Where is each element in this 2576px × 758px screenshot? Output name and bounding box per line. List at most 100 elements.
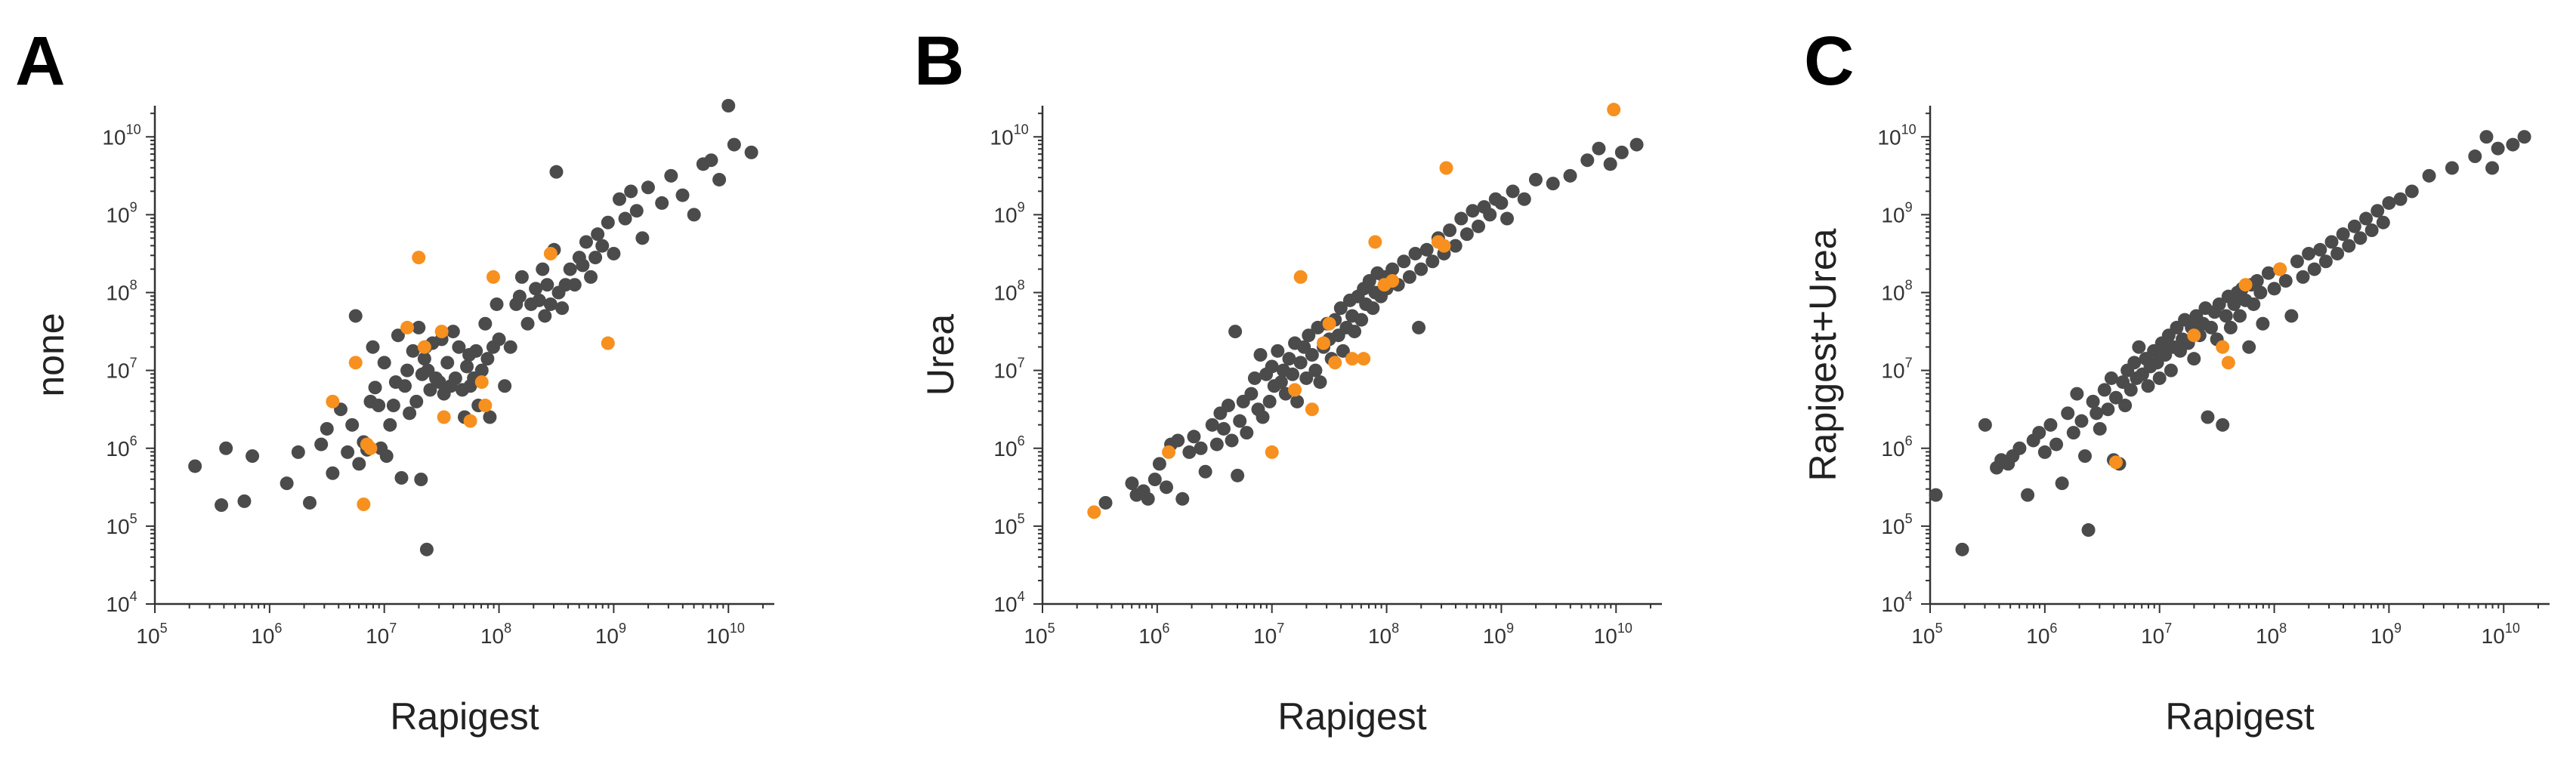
panel-label: B: [914, 23, 964, 100]
x-tick-exponent: 7: [2164, 621, 2172, 636]
y-tick-label: 106: [106, 433, 137, 461]
data-point: [2296, 270, 2310, 284]
data-point: [2290, 254, 2304, 269]
axes: [1929, 106, 2550, 605]
data-point: [1293, 356, 1308, 370]
x-axis-title: Rapigest: [2165, 695, 2314, 738]
data-point: [2364, 223, 2379, 237]
y-tick-exponent: 7: [1905, 356, 1913, 371]
highlight-point: [486, 270, 500, 284]
y-tick-label: 104: [106, 589, 137, 616]
x-tick-label: 109: [2371, 621, 2401, 648]
data-point: [2371, 204, 2385, 218]
y-tick-exponent: 9: [1018, 199, 1025, 214]
x-tick-exponent: 5: [160, 621, 168, 636]
data-point: [423, 383, 437, 397]
data-point: [1175, 491, 1190, 506]
data-point: [1225, 433, 1239, 448]
data-point: [1216, 421, 1231, 436]
data-point: [492, 332, 506, 347]
data-point: [474, 363, 489, 377]
data-point: [1546, 177, 1560, 191]
data-point: [320, 421, 334, 436]
highlight-point: [1305, 402, 1319, 417]
data-point: [584, 270, 598, 284]
highlight-point: [1265, 445, 1279, 459]
x-tick-label: 109: [1483, 621, 1514, 648]
data-point: [1472, 219, 1486, 233]
data-point: [341, 445, 355, 459]
highlight-point: [478, 399, 493, 413]
data-point: [624, 184, 638, 199]
data-point: [2124, 383, 2138, 397]
data-point: [2070, 387, 2084, 401]
data-point: [480, 352, 495, 366]
data-point: [366, 340, 380, 354]
x-axis-title: Rapigest: [390, 695, 539, 738]
data-point: [483, 410, 497, 424]
data-point: [1629, 137, 1644, 152]
x-tick-exponent: 6: [274, 621, 282, 636]
y-axis-title: Urea: [919, 314, 962, 396]
data-point: [1302, 328, 1316, 343]
data-point: [1141, 491, 1155, 506]
data-point: [446, 325, 460, 339]
data-point: [532, 293, 546, 307]
data-point: [2104, 371, 2118, 385]
highlight-point: [601, 336, 615, 350]
x-tick-label: 108: [2256, 621, 2287, 648]
data-point: [440, 356, 455, 370]
data-point: [352, 457, 366, 471]
data-point: [2074, 414, 2089, 428]
highlight-point: [1357, 352, 1371, 366]
data-point: [2127, 356, 2142, 370]
data-point: [377, 356, 391, 370]
data-point: [394, 470, 409, 485]
data-point: [1419, 242, 1434, 257]
data-point: [490, 297, 504, 311]
data-point: [1265, 359, 1279, 374]
data-point: [2081, 523, 2096, 538]
data-point: [2066, 426, 2080, 440]
x-tick-exponent: 9: [619, 621, 626, 636]
data-point: [549, 165, 564, 179]
highlight-point: [1607, 103, 1621, 117]
data-point: [1209, 437, 1224, 451]
data-point: [280, 476, 294, 491]
highlight-point: [2109, 455, 2123, 470]
x-tick-exponent: 5: [1935, 621, 1943, 636]
data-point: [398, 379, 412, 393]
data-point: [237, 494, 252, 508]
data-point: [412, 320, 426, 334]
points: [1087, 103, 1644, 519]
data-point: [1402, 270, 1416, 284]
data-point: [1366, 301, 1380, 316]
data-point: [2216, 418, 2230, 432]
data-point: [2336, 227, 2350, 242]
y-tick-label: 107: [1881, 356, 1912, 383]
data-point: [2097, 383, 2111, 397]
highlight-point: [434, 325, 449, 339]
data-point: [2021, 488, 2035, 502]
data-point: [383, 418, 397, 432]
data-point: [2055, 476, 2069, 491]
data-point: [2278, 274, 2293, 288]
data-point: [2376, 215, 2390, 230]
data-point: [1271, 344, 1285, 358]
x-tick-label: 106: [1138, 621, 1169, 648]
data-point: [1397, 254, 1411, 269]
y-tick-label: 106: [993, 433, 1024, 461]
data-point: [1222, 399, 1235, 413]
data-point: [2141, 379, 2155, 393]
data-point: [2330, 246, 2345, 260]
data-point: [1459, 227, 1474, 242]
data-point: [2187, 352, 2201, 366]
y-tick-label: 108: [1881, 278, 1912, 305]
x-tick-label: 107: [1253, 621, 1284, 648]
y-tick-exponent: 6: [130, 433, 137, 448]
data-point: [2491, 141, 2505, 156]
x-tick-exponent: 9: [2394, 621, 2401, 636]
data-point: [2247, 297, 2261, 311]
data-point: [2012, 441, 2027, 455]
data-point: [414, 473, 428, 486]
